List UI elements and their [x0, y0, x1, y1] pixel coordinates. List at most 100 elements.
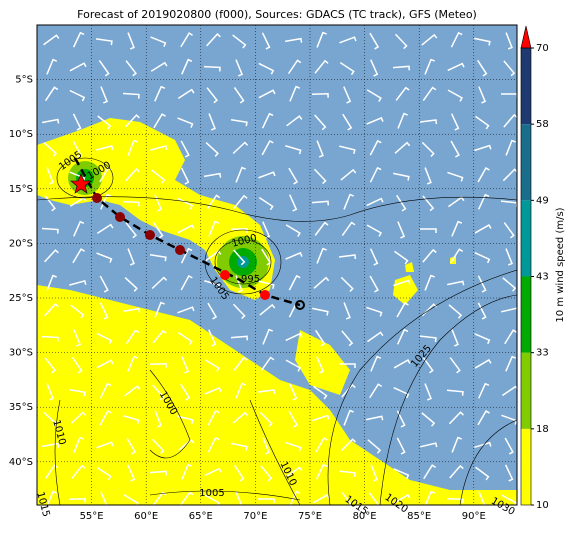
- wind-barb: [127, 139, 138, 156]
- wind-barb: [477, 59, 488, 77]
- wind-barb: [46, 274, 57, 291]
- wind-barb: [149, 362, 167, 368]
- wind-barb: [181, 463, 192, 480]
- wind-barb: [341, 383, 356, 398]
- map-frame: [36, 24, 518, 506]
- wind-barb: [288, 410, 298, 428]
- wind-barb: [422, 86, 437, 101]
- lon-label: 80°E: [353, 511, 377, 522]
- wind-barb: [230, 335, 249, 341]
- wind-barb: [181, 356, 190, 374]
- wind-barb: [394, 250, 409, 265]
- wind-barb: [123, 494, 139, 505]
- wind-barb: [341, 221, 356, 236]
- wind-barb: [179, 491, 194, 505]
- wind-barb: [232, 34, 247, 49]
- wind-barb: [504, 437, 514, 455]
- wind-barb: [478, 491, 486, 505]
- colorbar-band: [521, 428, 531, 505]
- wind-barb: [258, 89, 276, 99]
- wind-barb: [261, 248, 272, 266]
- wind-barb: [99, 302, 109, 320]
- colorbar-tick-label: 43: [536, 272, 549, 283]
- wind-barb: [125, 168, 140, 182]
- wind-barb: [343, 86, 352, 104]
- wind-barb: [421, 33, 438, 46]
- wind-barb: [397, 112, 408, 129]
- wind-barb: [285, 332, 303, 342]
- wind-barb: [261, 112, 274, 129]
- wind-barb: [122, 92, 140, 99]
- wind-barb: [474, 358, 492, 369]
- wind-barb: [206, 194, 221, 210]
- wind-barb: [366, 116, 384, 125]
- wind-barb: [151, 169, 166, 184]
- wind-barb: [475, 115, 490, 130]
- wind-barb: [206, 33, 221, 47]
- wind-barb: [316, 31, 327, 48]
- wind-barb: [419, 119, 438, 125]
- colorbar-tick-label: 58: [536, 119, 549, 130]
- wind-barb: [343, 193, 354, 210]
- wind-barb: [421, 141, 435, 157]
- wind-barb: [207, 436, 220, 453]
- wind-barb: [72, 113, 82, 131]
- wind-barb: [204, 467, 222, 477]
- wind-barb: [96, 332, 113, 345]
- wind-barb: [41, 227, 59, 234]
- wind-barb: [289, 194, 298, 212]
- wind-barb: [72, 140, 82, 158]
- wind-barb: [180, 274, 193, 291]
- wind-barb: [127, 248, 135, 266]
- wind-barb: [259, 303, 276, 316]
- wind-barb: [96, 252, 113, 263]
- wind-barb: [95, 38, 113, 46]
- wind-barb: [315, 437, 328, 453]
- wind-barb: [313, 276, 330, 289]
- lon-label: 85°E: [407, 511, 431, 522]
- wind-barb: [46, 58, 58, 75]
- wind-barb: [366, 224, 383, 237]
- wind-barb: [474, 333, 491, 345]
- wind-barb: [289, 490, 301, 505]
- wind-barb: [315, 463, 328, 480]
- lon-label: 75°E: [298, 511, 322, 522]
- wind-barb: [232, 303, 246, 320]
- wind-teal: [237, 256, 249, 268]
- wind-barb: [369, 166, 382, 183]
- map-title: Forecast of 2019020800 (f000), Sources: …: [77, 8, 477, 21]
- wind-barb: [311, 200, 330, 206]
- wind-barb: [177, 331, 193, 346]
- wind-barb: [262, 437, 270, 455]
- wind-barb: [125, 114, 140, 128]
- wind-barb: [208, 220, 220, 237]
- wind-barb: [394, 141, 411, 154]
- wind-barb: [233, 249, 246, 266]
- wind-barb: [70, 304, 85, 319]
- wind-barb: [261, 139, 274, 156]
- colorbar-band: [521, 352, 531, 429]
- lat-label: 25°S: [9, 293, 33, 304]
- wind-barb: [257, 389, 276, 395]
- wind-barb: [342, 113, 353, 131]
- wind-barb: [447, 171, 464, 182]
- wind-barb: [72, 248, 85, 264]
- wind-barb: [100, 491, 108, 505]
- wind-barb: [477, 167, 490, 183]
- wind-barb: [262, 221, 271, 239]
- wind-barb: [149, 470, 168, 476]
- wind-barb: [285, 145, 302, 155]
- wind-barb: [181, 58, 193, 75]
- wind-barb: [341, 330, 354, 347]
- wind-barb: [503, 222, 515, 239]
- wind-barb: [154, 410, 162, 428]
- wind-barb: [474, 37, 491, 46]
- wind-barb: [422, 195, 435, 212]
- wind-barb: [180, 383, 191, 401]
- lon-label: 60°E: [134, 511, 158, 522]
- wind-barb: [311, 92, 329, 98]
- wind-barb: [316, 356, 325, 374]
- wind-barb: [424, 58, 435, 75]
- lat-label: 5°S: [15, 75, 33, 86]
